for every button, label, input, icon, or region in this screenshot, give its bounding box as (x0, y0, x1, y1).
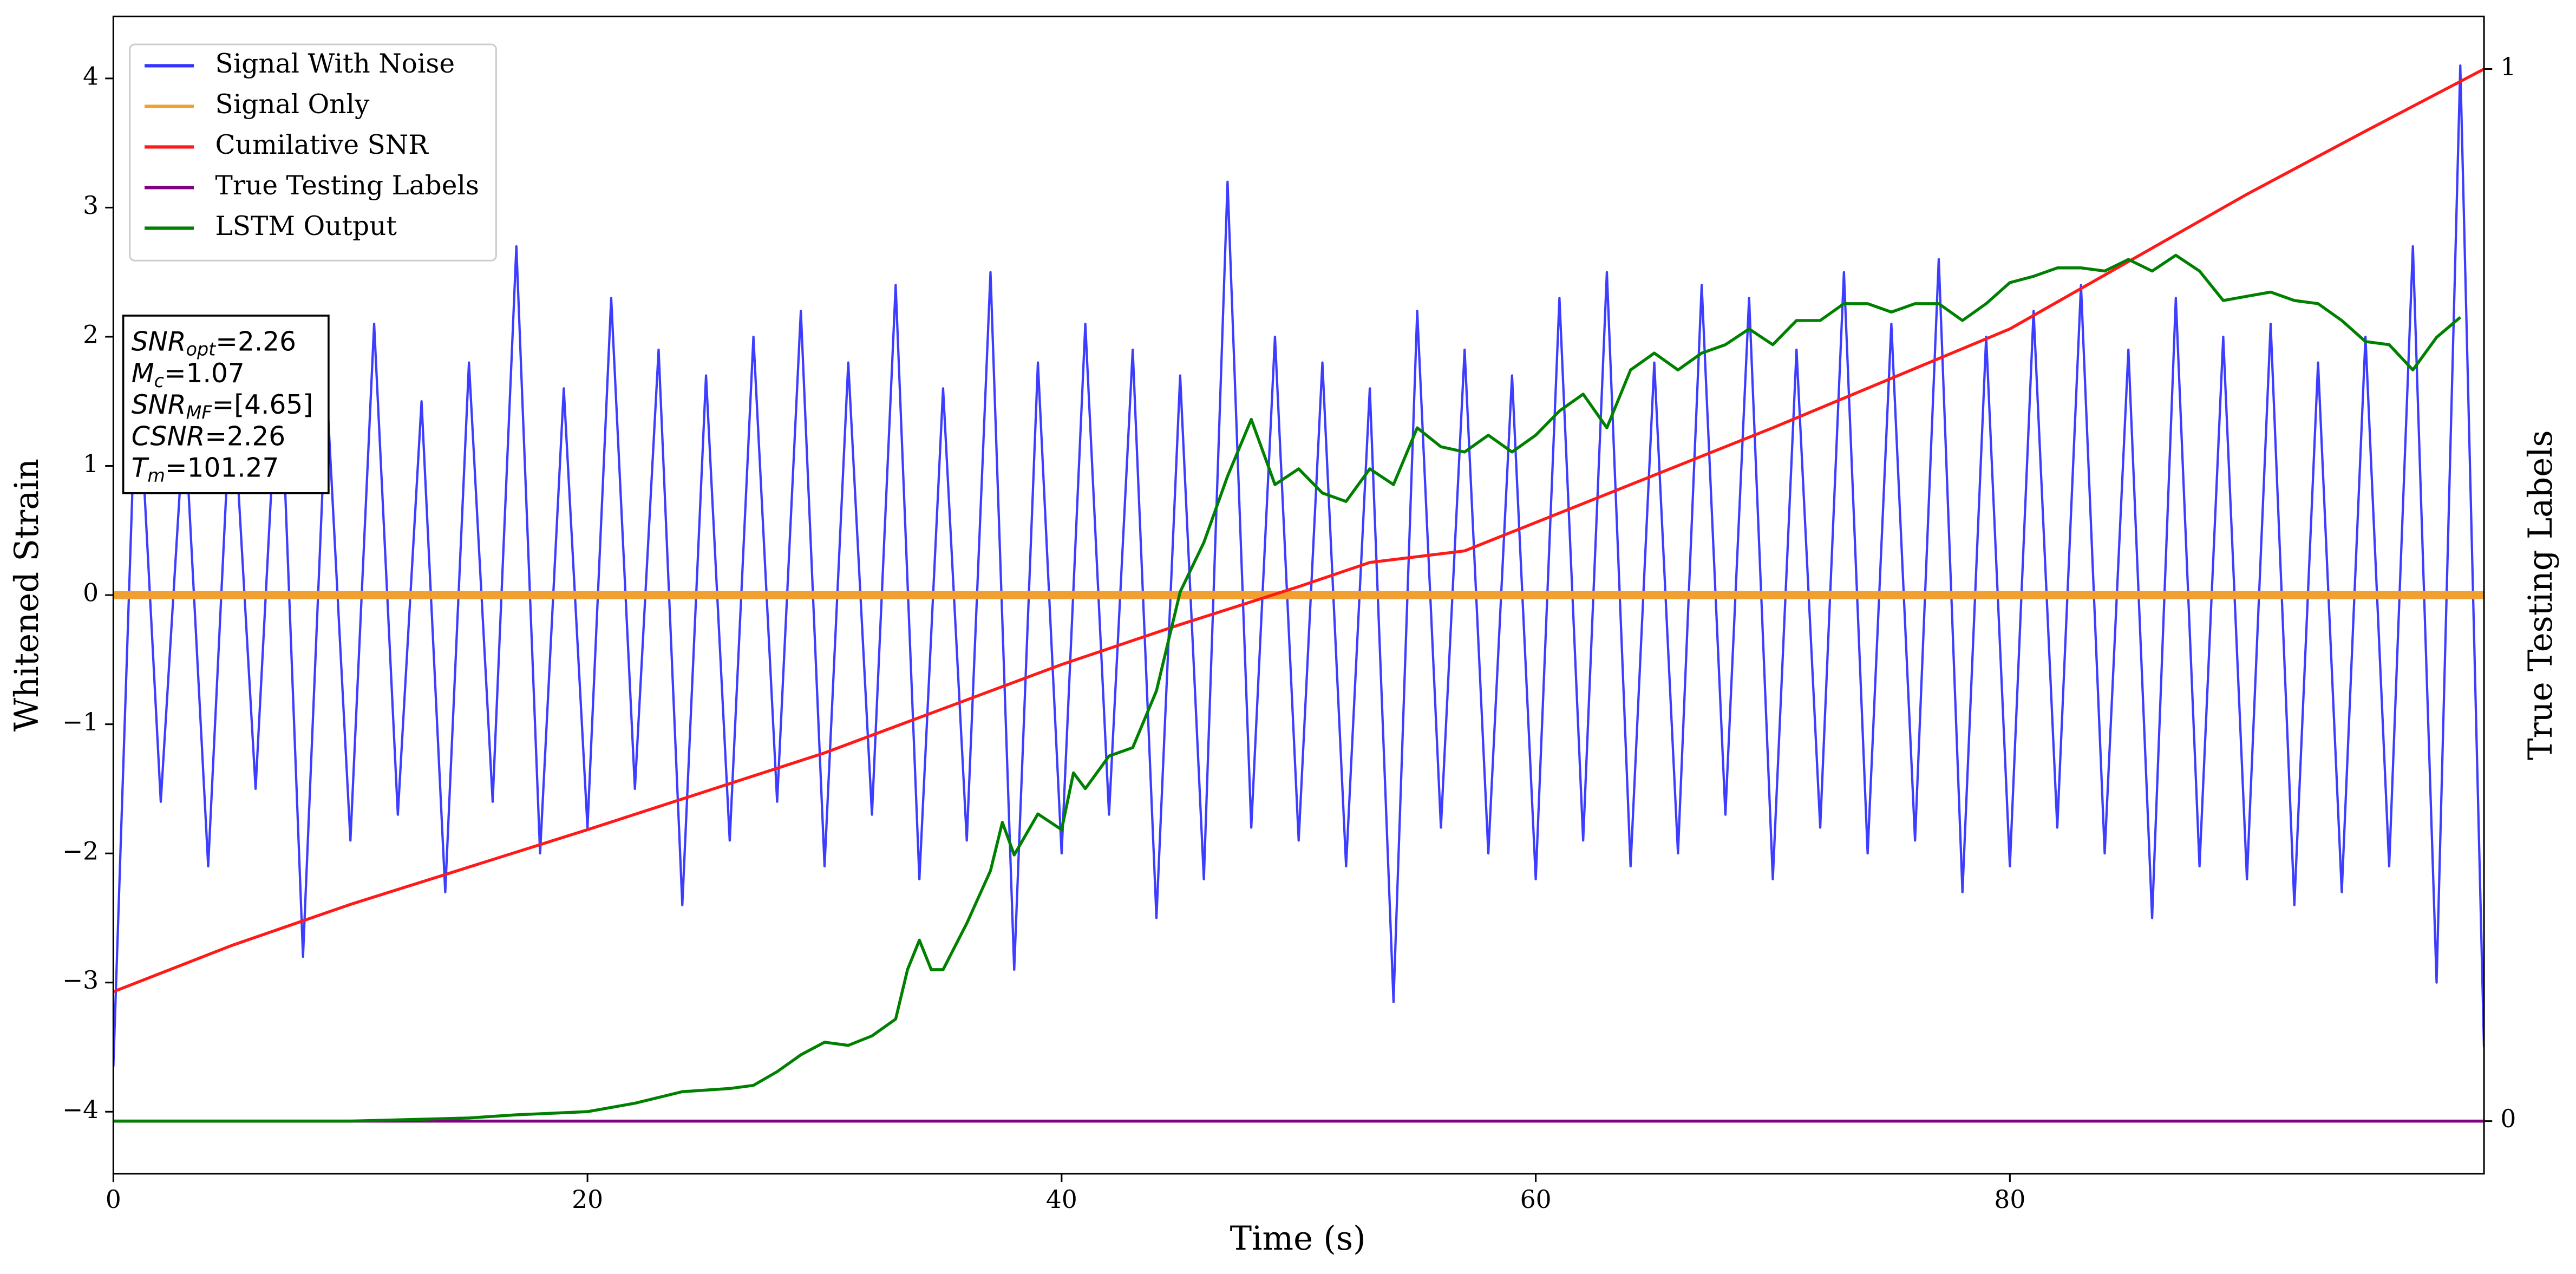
x-tick-label: 20 (572, 1185, 603, 1214)
annotation-subscript: MF (186, 402, 213, 423)
y-tick-label: 4 (83, 62, 99, 90)
x-tick-label: 80 (1994, 1185, 2025, 1214)
annotation-line: Mc=1.07 (132, 358, 245, 391)
y-tick-label: 2 (83, 320, 99, 349)
annotation-subscript: c (154, 370, 164, 391)
legend-label: Signal With Noise (215, 49, 455, 79)
annotation-line: SNRMF=[4.65] (132, 390, 313, 423)
annotation-value: =101.27 (165, 453, 279, 484)
annotation-value: =2.26 (205, 421, 285, 452)
annotation-symbol: SNR (132, 390, 186, 420)
annotation-value: =2.26 (215, 327, 296, 357)
x-tick-label: 40 (1046, 1185, 1077, 1214)
annotation-value: =[4.65] (212, 390, 313, 420)
annotation-line: CSNR=2.26 (132, 421, 285, 452)
y2-tick-label: 0 (2500, 1105, 2516, 1133)
y-tick-label: −1 (62, 708, 99, 736)
plot-area (113, 64, 2485, 1123)
y-tick-label: −2 (62, 837, 99, 866)
annotation-line: Tm=101.27 (132, 453, 279, 486)
annotation-symbol: T (132, 453, 149, 484)
annotation-subscript: opt (186, 338, 217, 360)
annotation-symbol: M (132, 358, 154, 389)
y-tick-label: −4 (62, 1095, 99, 1124)
series-line (113, 64, 2485, 1067)
annotation-line: SNRopt=2.26 (132, 327, 296, 360)
legend-label: LSTM Output (215, 211, 397, 241)
annotation-symbol: CSNR (132, 421, 205, 452)
y2-axis-label: True Testing Labels (2522, 430, 2560, 760)
annotation-symbol: SNR (132, 327, 186, 357)
y-tick-label: 1 (83, 449, 99, 478)
y-axis-label: Whitened Strain (8, 459, 46, 731)
annotation-value: =1.07 (164, 358, 245, 389)
y-tick-label: −3 (62, 966, 99, 995)
legend-label: Cumilative SNR (215, 130, 429, 160)
y-tick-label: 0 (83, 579, 99, 607)
series-line (113, 253, 2462, 1123)
annotation-box (122, 315, 330, 494)
series-line (113, 68, 2485, 994)
x-axis-label: Time (s) (1230, 1220, 1366, 1258)
x-tick-label: 60 (1520, 1185, 1552, 1214)
legend-label: True Testing Labels (215, 171, 479, 201)
legend-box (129, 43, 497, 262)
annotation-subscript: m (147, 465, 165, 486)
x-tick-label: 0 (106, 1185, 121, 1214)
y2-tick-label: 1 (2500, 53, 2516, 81)
legend-label: Signal Only (215, 89, 370, 120)
y-tick-label: 3 (83, 191, 99, 220)
